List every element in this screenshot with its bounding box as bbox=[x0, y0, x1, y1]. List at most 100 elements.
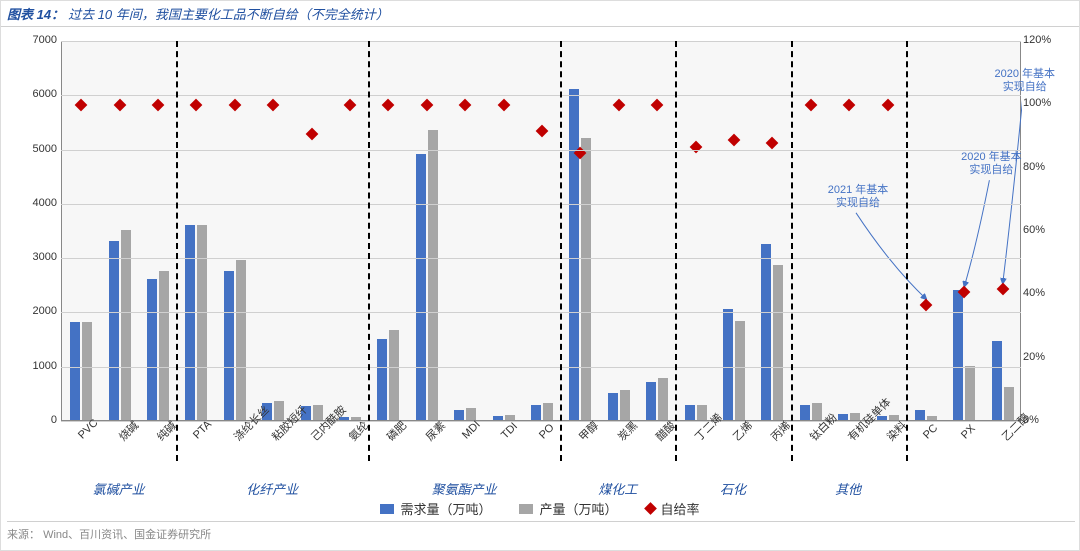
bar-production bbox=[428, 130, 438, 420]
legend-demand: 需求量（万吨） bbox=[380, 499, 491, 518]
group-divider bbox=[560, 41, 562, 461]
bar-demand bbox=[723, 309, 733, 420]
y-right-tick: 100% bbox=[1023, 97, 1073, 109]
y-left-tick: 2000 bbox=[11, 305, 57, 317]
x-tick-label: PX bbox=[959, 423, 978, 442]
bar-production bbox=[773, 265, 783, 420]
marker-rate bbox=[843, 99, 856, 112]
legend-demand-swatch bbox=[380, 504, 394, 514]
bar-production bbox=[82, 322, 92, 420]
figure-number: 图表 14： bbox=[7, 4, 64, 23]
bar-demand bbox=[646, 382, 656, 420]
annotation-label: 2020 年基本实现自给 bbox=[948, 151, 1034, 177]
legend-demand-label: 需求量（万吨） bbox=[400, 499, 491, 518]
legend-rate-label: 自给率 bbox=[661, 499, 700, 518]
group-label: 煤化工 bbox=[560, 479, 675, 498]
group-label: 其他 bbox=[791, 479, 906, 498]
bar-demand bbox=[454, 410, 464, 420]
bar-demand bbox=[109, 241, 119, 420]
gridline bbox=[61, 312, 1021, 313]
x-tick-label: PC bbox=[921, 422, 940, 441]
group-divider bbox=[176, 41, 178, 461]
bar-production bbox=[1004, 387, 1014, 420]
x-tick-label: MDI bbox=[460, 419, 483, 442]
group-label: 聚氨酯产业 bbox=[368, 479, 560, 498]
marker-rate bbox=[804, 99, 817, 112]
bar-production bbox=[159, 271, 169, 420]
y-left-tick: 4000 bbox=[11, 197, 57, 209]
legend-production-label: 产量（万吨） bbox=[539, 499, 617, 518]
marker-rate bbox=[536, 124, 549, 137]
y-right-tick: 40% bbox=[1023, 287, 1073, 299]
annotation-label: 2021 年基本实现自给 bbox=[815, 184, 901, 210]
annotation-arrow bbox=[856, 213, 926, 299]
marker-rate bbox=[152, 99, 165, 112]
bar-production bbox=[505, 415, 515, 420]
bar-demand bbox=[416, 154, 426, 420]
annotation-arrow bbox=[1003, 97, 1022, 283]
group-divider bbox=[675, 41, 677, 461]
y-left-tick: 0 bbox=[11, 414, 57, 426]
bar-demand bbox=[493, 416, 503, 420]
y-right-tick: 20% bbox=[1023, 351, 1073, 363]
group-divider bbox=[791, 41, 793, 461]
marker-rate bbox=[497, 99, 510, 112]
marker-rate bbox=[228, 99, 241, 112]
group-label: 化纤产业 bbox=[176, 479, 368, 498]
bar-production bbox=[543, 403, 553, 420]
bar-production bbox=[389, 330, 399, 420]
bar-production bbox=[965, 366, 975, 420]
source-label: 来源： bbox=[7, 529, 40, 541]
marker-rate bbox=[267, 99, 280, 112]
figure-title: 过去 10 年间，我国主要化工品不断自给（不完全统计） bbox=[68, 4, 389, 23]
marker-rate bbox=[651, 99, 664, 112]
y-right-tick: 60% bbox=[1023, 224, 1073, 236]
chart-plot-area bbox=[61, 41, 1021, 421]
bar-production bbox=[197, 225, 207, 420]
bar-demand bbox=[70, 322, 80, 420]
gridline bbox=[61, 150, 1021, 151]
legend: 需求量（万吨） 产量（万吨） 自给率 bbox=[1, 499, 1079, 518]
marker-rate bbox=[920, 298, 933, 311]
bar-production bbox=[927, 416, 937, 420]
marker-rate bbox=[766, 137, 779, 150]
bar-demand bbox=[800, 405, 810, 420]
marker-rate bbox=[459, 99, 472, 112]
gridline bbox=[61, 95, 1021, 96]
gridline bbox=[61, 367, 1021, 368]
marker-rate bbox=[689, 140, 702, 153]
x-tick-label: TDI bbox=[499, 420, 520, 441]
bar-demand bbox=[224, 271, 234, 420]
bar-demand bbox=[915, 410, 925, 420]
figure-title-bar: 图表 14： 过去 10 年间，我国主要化工品不断自给（不完全统计） bbox=[1, 1, 1079, 27]
marker-rate bbox=[996, 283, 1009, 296]
bar-production bbox=[581, 138, 591, 420]
gridline bbox=[61, 41, 1021, 42]
bar-production bbox=[735, 321, 745, 420]
bar-demand bbox=[992, 341, 1002, 420]
y-right-tick: 120% bbox=[1023, 34, 1073, 46]
group-label: 氯碱产业 bbox=[61, 479, 176, 498]
legend-production-swatch bbox=[519, 504, 533, 514]
marker-rate bbox=[113, 99, 126, 112]
bar-demand bbox=[531, 405, 541, 420]
legend-production: 产量（万吨） bbox=[519, 499, 617, 518]
marker-rate bbox=[612, 99, 625, 112]
bar-demand bbox=[147, 279, 157, 420]
legend-rate-swatch bbox=[644, 502, 657, 515]
gridline bbox=[61, 258, 1021, 259]
group-label: 石化 bbox=[675, 479, 790, 498]
bar-demand bbox=[608, 393, 618, 420]
bar-demand bbox=[377, 339, 387, 420]
y-left-tick: 5000 bbox=[11, 143, 57, 155]
bar-demand bbox=[569, 89, 579, 420]
source-text: Wind、百川资讯、国金证券研究所 bbox=[43, 529, 211, 541]
figure-container: 图表 14： 过去 10 年间，我国主要化工品不断自给（不完全统计） 需求量（万… bbox=[0, 0, 1080, 551]
bar-demand bbox=[685, 405, 695, 420]
bar-demand bbox=[953, 290, 963, 420]
figure-source: 来源： Wind、百川资讯、国金证券研究所 bbox=[7, 521, 1075, 542]
marker-rate bbox=[420, 99, 433, 112]
marker-rate bbox=[75, 99, 88, 112]
bar-production bbox=[236, 260, 246, 420]
y-left-tick: 6000 bbox=[11, 88, 57, 100]
